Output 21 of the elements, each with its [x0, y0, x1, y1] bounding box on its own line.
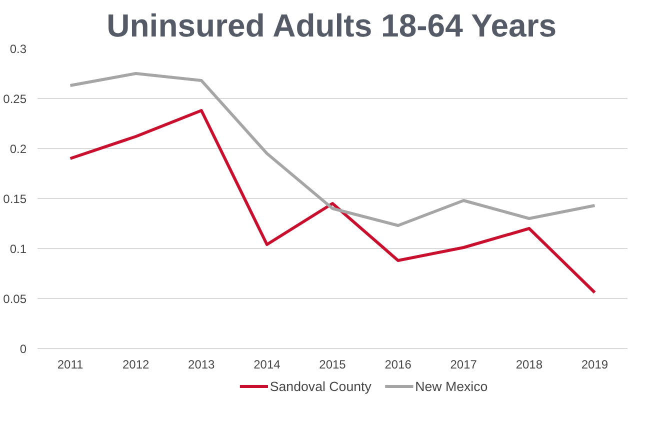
y-tick-label: 0.25 [3, 92, 27, 106]
x-tick-label: 2017 [450, 358, 478, 372]
line-series [68, 109, 596, 294]
y-tick-label: 0 [20, 342, 27, 356]
x-tick-label: 2012 [122, 358, 150, 372]
x-tick-label: 2015 [319, 358, 346, 372]
x-tick-label: 2018 [516, 358, 543, 372]
y-tick-label: 0.05 [3, 292, 27, 306]
x-tick-label: 2016 [384, 358, 412, 372]
chart-title: Uninsured Adults 18-64 Years [106, 8, 557, 44]
y-tick-label: 0.15 [3, 192, 27, 206]
legend-label: Sandoval County [270, 379, 372, 394]
y-tick-label: 0.3 [10, 42, 27, 56]
x-tick-label: 2019 [581, 358, 608, 372]
line-series [68, 72, 596, 227]
x-tick-label: 2011 [57, 358, 84, 372]
y-tick-label: 0.1 [10, 242, 27, 256]
y-tick-label: 0.2 [10, 142, 27, 156]
legend-label: New Mexico [415, 379, 488, 394]
x-tick-label: 2013 [188, 358, 216, 372]
x-tick-label: 2014 [254, 358, 281, 372]
